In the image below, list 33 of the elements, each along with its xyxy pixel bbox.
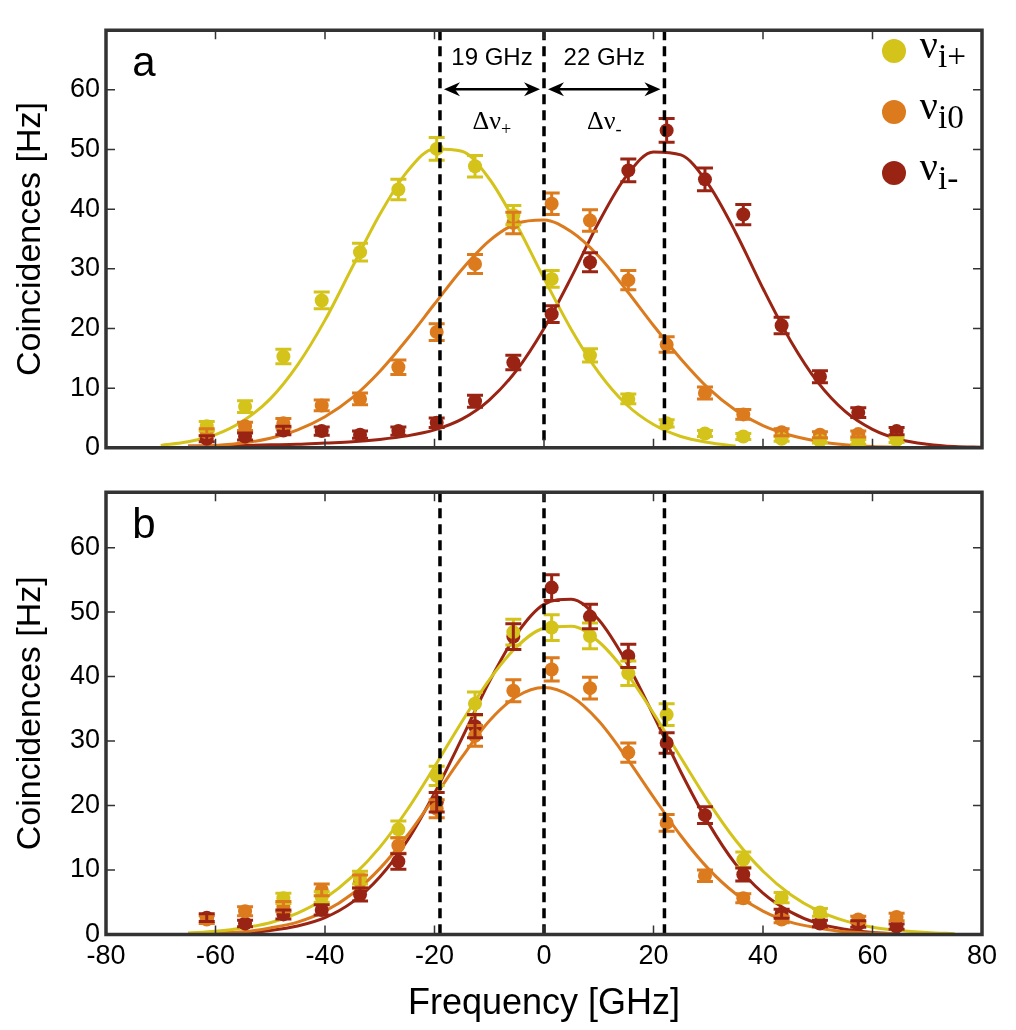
legend-label: ν$_{i-}$: [919, 143, 959, 198]
annotation: b: [132, 499, 156, 547]
legend-label: ν$_{i+}$: [919, 21, 966, 76]
y-tick-label: 30: [69, 252, 100, 283]
y-tick-label: 20: [69, 788, 100, 819]
y-axis-title: Coincidences [Hz]: [8, 576, 47, 851]
y-tick-label: 60: [69, 73, 100, 104]
x-tick-label: 60: [857, 940, 888, 971]
x-tick-label: 0: [536, 940, 552, 971]
annotation: 19 GHz: [451, 42, 533, 70]
annotation: 22 GHz: [563, 42, 645, 70]
y-tick-label: 60: [69, 531, 100, 562]
y-tick-label: 10: [69, 371, 100, 402]
y-tick-label: 40: [69, 660, 100, 691]
y-tick-label: 50: [69, 595, 100, 626]
y-tick-label: 50: [69, 132, 100, 163]
annotation: Δν+: [472, 106, 512, 139]
y-tick-label: 20: [69, 311, 100, 342]
y-axis-title: Coincidences [Hz]: [8, 101, 47, 377]
x-tick-label: -60: [195, 940, 236, 971]
x-tick-label: 80: [966, 940, 998, 971]
x-tick-label: 40: [747, 940, 779, 971]
x-tick-label: -20: [414, 940, 455, 971]
x-tick-label: 20: [638, 940, 669, 971]
y-tick-label: 30: [69, 724, 100, 755]
x-axis-title: Frequency [GHz]: [407, 981, 681, 1023]
y-tick-label: 10: [69, 853, 100, 884]
legend-label: ν$_{i0}$: [919, 82, 964, 137]
annotation: a: [132, 37, 157, 85]
x-tick-label: -40: [305, 940, 345, 971]
annotation: Δν-: [586, 106, 622, 139]
y-tick-label: 0: [84, 431, 100, 462]
y-tick-label: 40: [69, 192, 100, 223]
